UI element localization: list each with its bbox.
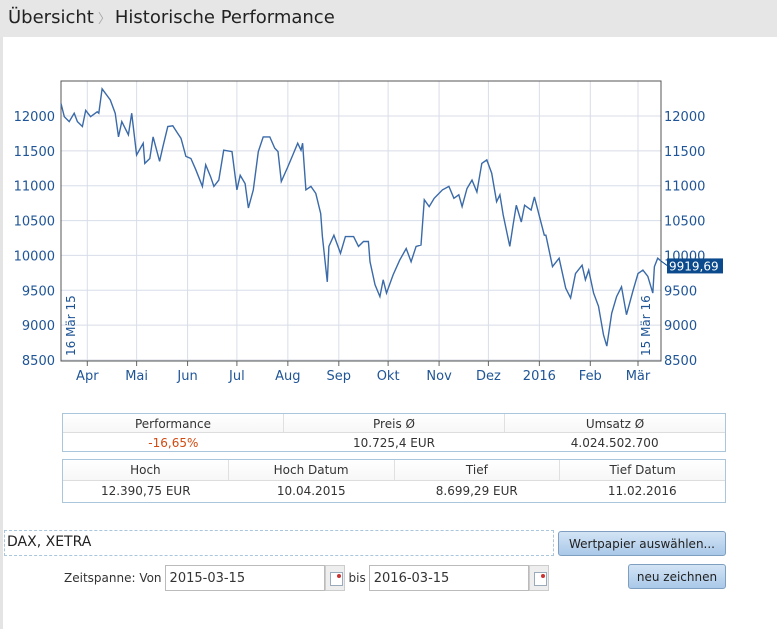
header-volume-avg: Umsatz Ø <box>505 414 725 432</box>
to-label: bis <box>348 571 366 585</box>
x-tick-label: Dez <box>476 369 501 384</box>
y-tick-left: 11000 <box>14 180 55 195</box>
redraw-button[interactable]: neu zeichnen <box>628 564 726 589</box>
breadcrumb-separator: 〉 <box>97 12 111 27</box>
x-tick-label: Apr <box>76 369 99 384</box>
price-avg-value: 10.725,4 EUR <box>353 435 435 450</box>
select-security-button[interactable]: Wertpapier auswählen... <box>558 531 726 556</box>
low-value: 8.699,29 EUR <box>435 484 518 498</box>
y-tick-left: 9500 <box>22 284 55 299</box>
calendar-icon[interactable] <box>324 565 345 591</box>
price-line <box>60 86 662 347</box>
header-high-date: Hoch Datum <box>228 460 395 480</box>
from-date-input[interactable]: 2015-03-15 <box>164 565 325 591</box>
breadcrumb-overview[interactable]: Übersicht <box>8 7 94 28</box>
y-tick-left: 12000 <box>14 110 55 125</box>
x-tick-label: Jun <box>176 369 197 384</box>
y-tick-left: 10500 <box>14 215 55 230</box>
x-tick-label: Jul <box>228 369 245 384</box>
start-date-label: 16 Mär 15 <box>64 295 78 356</box>
y-tick-left: 10000 <box>14 249 55 264</box>
low-date-value: 11.02.2016 <box>607 484 677 498</box>
performance-value: -16,65% <box>148 435 199 450</box>
y-tick-right: 8500 <box>664 354 697 369</box>
y-tick-right: 11500 <box>664 145 705 160</box>
performance-chart: 12000 12000 11500 11500 11000 11000 10500 10500… <box>14 80 723 384</box>
high-value: 12.390,75 EUR <box>100 484 191 498</box>
y-tick-right: 9000 <box>664 319 697 334</box>
x-tick-label: Nov <box>426 369 452 384</box>
header-performance: Performance <box>63 414 284 432</box>
y-tick-left: 9000 <box>22 319 55 334</box>
last-value-box <box>667 258 723 274</box>
left-border <box>0 37 3 629</box>
header-price-avg: Preis Ø <box>284 414 505 432</box>
x-tick-label: Feb <box>579 369 602 384</box>
y-tick-left: 8500 <box>22 354 55 369</box>
x-tick-label: Sep <box>327 369 352 384</box>
range-label: Zeitspanne: Von <box>64 571 162 585</box>
page-title: Historische Performance <box>114 7 335 28</box>
y-tick-left: 11500 <box>14 145 55 160</box>
header-high: Hoch <box>63 460 229 480</box>
end-date-label: 15 Mär 16 <box>639 295 653 356</box>
y-tick-right: 12000 <box>664 110 705 125</box>
volume-avg-value: 4.024.502.700 <box>570 435 659 450</box>
x-tick-label: Aug <box>275 369 300 384</box>
security-field[interactable]: DAX, XETRA <box>4 530 554 556</box>
date-range: Zeitspanne: Von 2015-03-15 bis 2016-03-1… <box>64 565 553 591</box>
stats-table-performance: Performance Preis Ø Umsatz Ø -16,65% 10.725… <box>62 413 726 452</box>
last-value-label: 9919,69 <box>669 259 719 273</box>
x-tick-label: Mär <box>626 369 651 384</box>
x-tick-label: Okt <box>377 369 400 384</box>
to-date-input[interactable]: 2016-03-15 <box>368 565 529 591</box>
y-tick-right: 11000 <box>664 180 705 195</box>
last-value-pointer <box>660 260 668 266</box>
high-date-value: 10.04.2015 <box>276 484 346 498</box>
calendar-icon[interactable] <box>528 565 549 591</box>
y-tick-right: 10500 <box>664 215 705 230</box>
breadcrumb: Übersicht 〉 Historische Performance <box>0 0 777 37</box>
header-low: Tief <box>394 460 561 480</box>
x-tick-label: Mai <box>125 369 148 384</box>
stats-table-high-low: Hoch Hoch Datum Tief Tief Datum 12.390,75 E… <box>62 459 726 503</box>
x-tick-label: 2016 <box>523 369 556 384</box>
plot-border <box>60 80 662 362</box>
header-low-date: Tief Datum <box>560 460 725 480</box>
y-tick-right: 9500 <box>664 284 697 299</box>
